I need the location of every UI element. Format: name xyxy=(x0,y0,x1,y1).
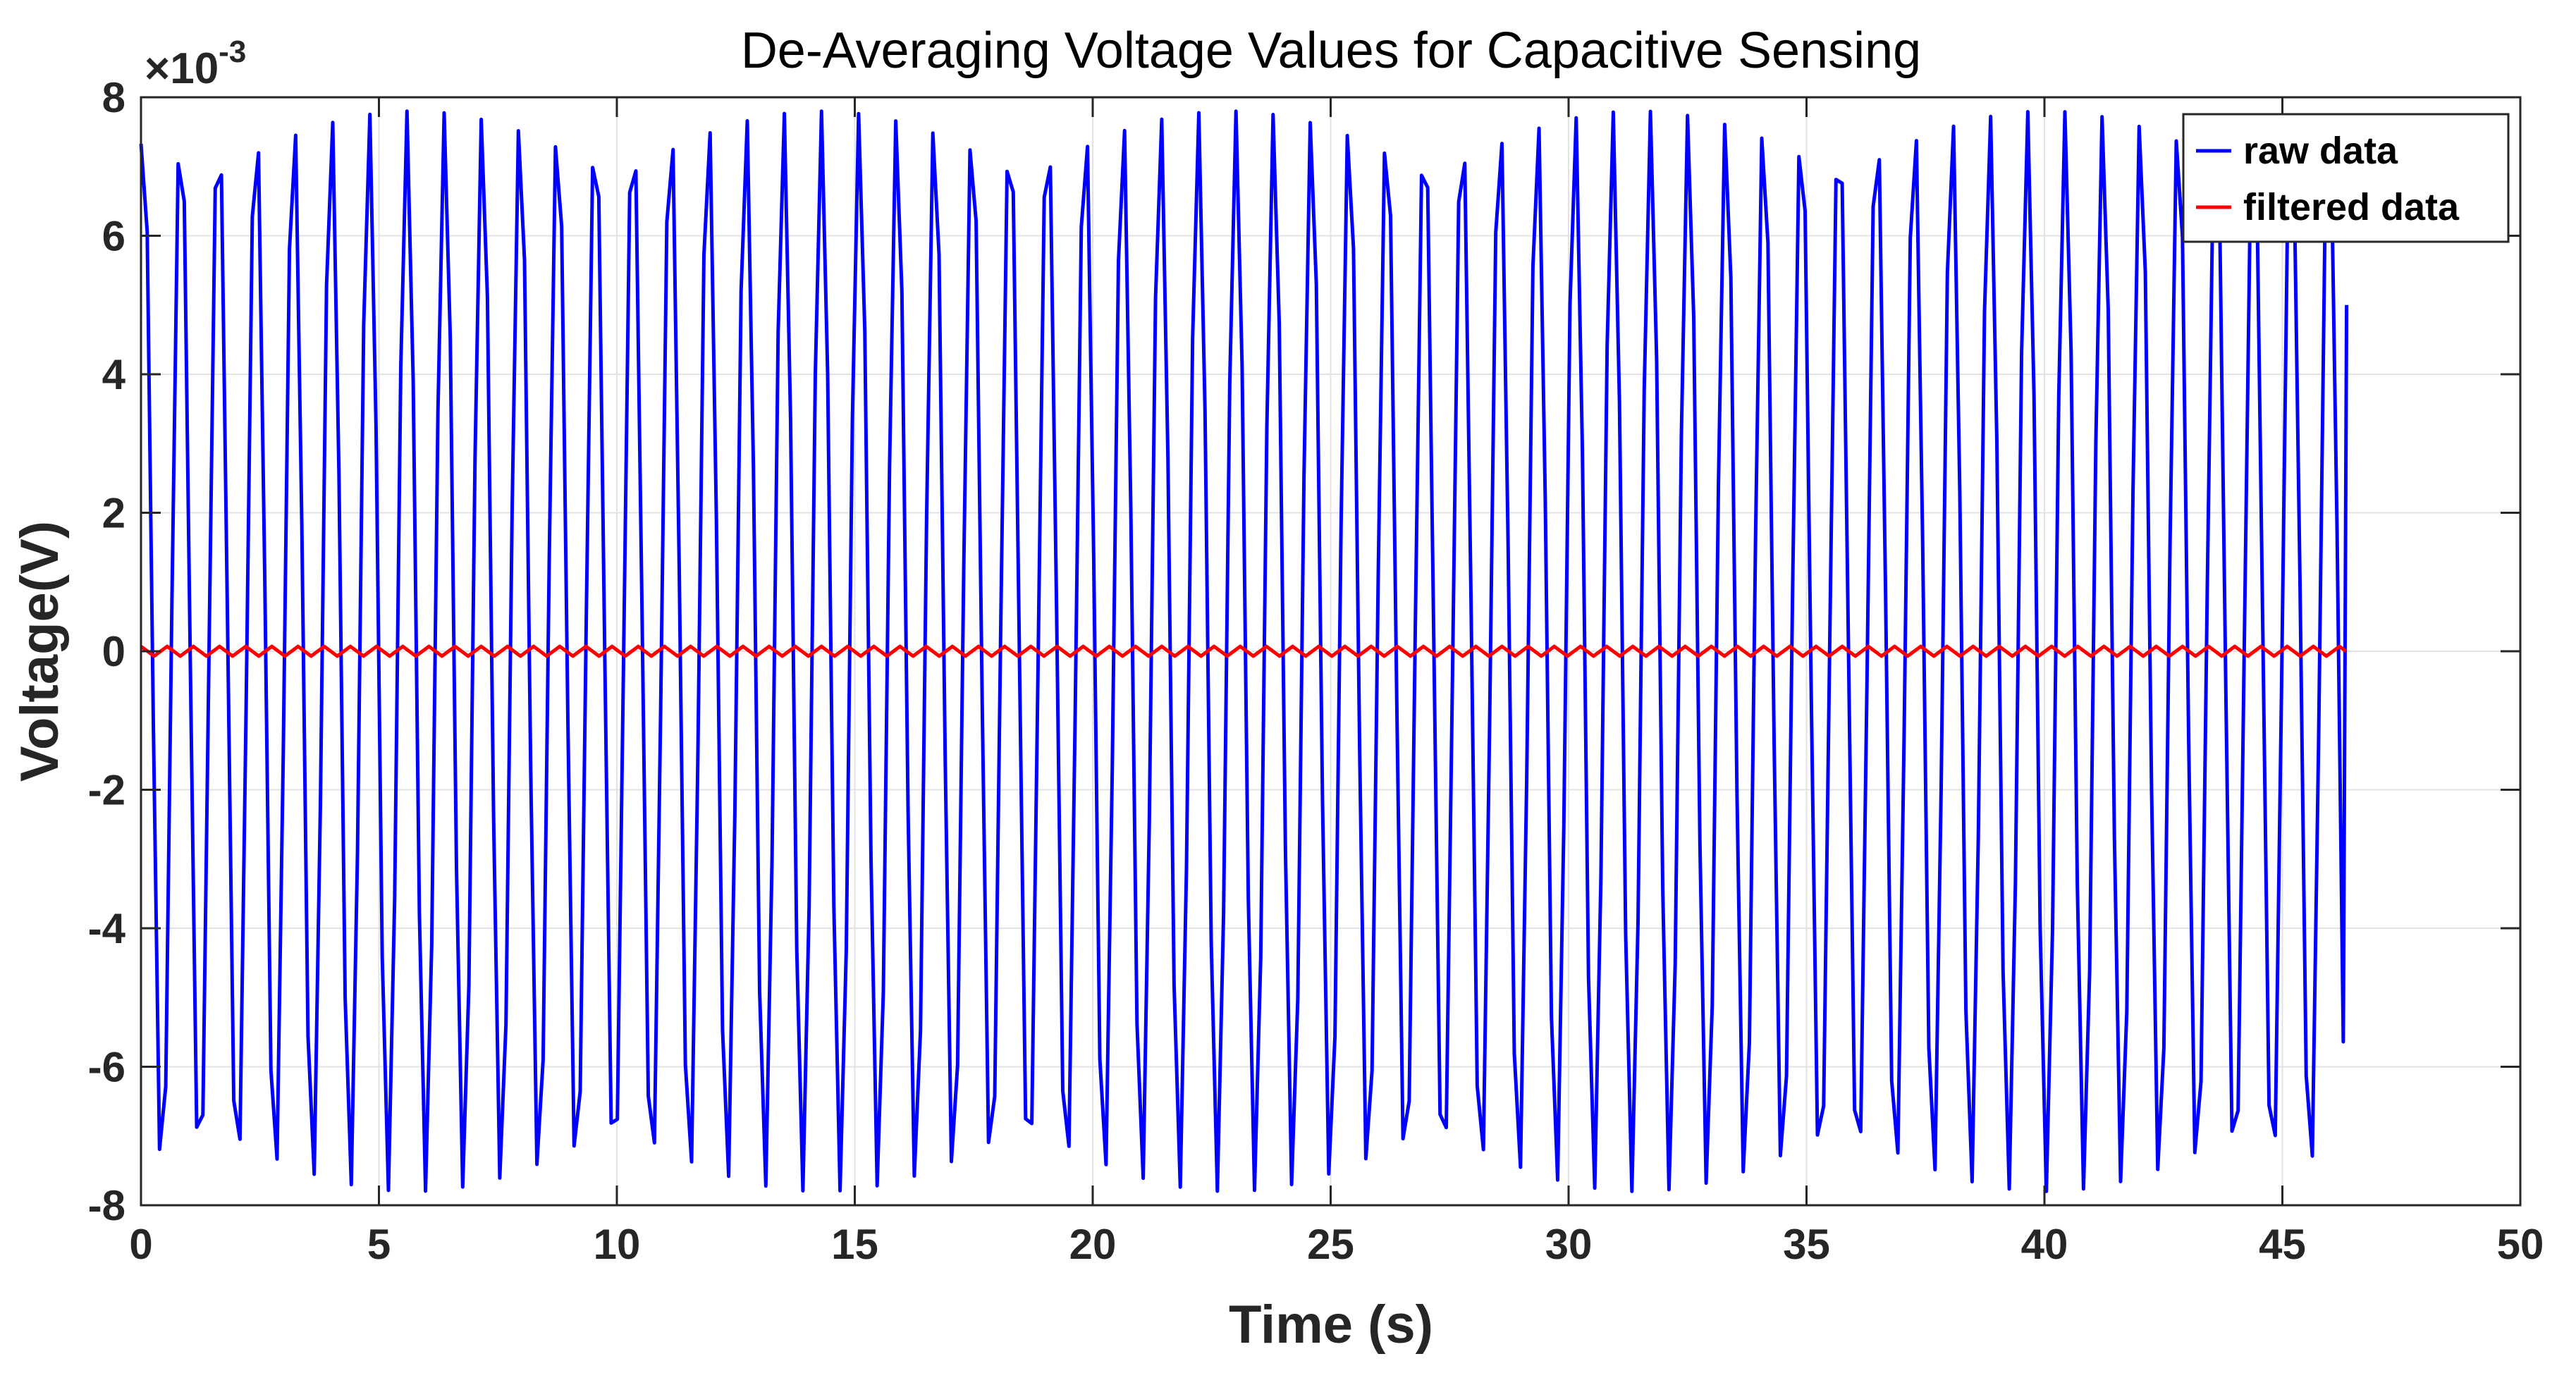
y-tick-label: 0 xyxy=(102,628,125,675)
series-group xyxy=(139,109,2349,1193)
legend-box xyxy=(2182,113,2510,243)
y-tick-label: 4 xyxy=(102,351,126,398)
x-tick-label: 5 xyxy=(367,1221,391,1268)
legend: raw data filtered data xyxy=(2182,113,2510,243)
y-tick-label: 8 xyxy=(102,74,125,121)
x-axis-label: Time (s) xyxy=(1229,1295,1433,1355)
y-tick-label: 2 xyxy=(102,490,125,537)
y-axis-label: Voltage(V) xyxy=(10,521,70,782)
x-tick-label: 35 xyxy=(1783,1221,1830,1268)
y-exponent-label: ×10-3 xyxy=(145,35,246,93)
y-tick-label: -2 xyxy=(88,767,125,814)
x-tick-label: 0 xyxy=(129,1221,152,1268)
x-tick-label: 45 xyxy=(2259,1221,2306,1268)
series-line-filtered-data xyxy=(140,644,2348,658)
chart-title: De-Averaging Voltage Values for Capaciti… xyxy=(741,23,1921,79)
ticks: 0 5 10 15 20 25 30 35 40 45 50 -8 -6 -4 -2 0 2 4 6 8 xyxy=(88,74,2544,1268)
x-tick-label: 30 xyxy=(1545,1221,1593,1268)
y-tick-label: -8 xyxy=(88,1182,125,1229)
x-tick-label: 25 xyxy=(1307,1221,1354,1268)
x-tick-label: 10 xyxy=(594,1221,641,1268)
legend-label-raw: raw data xyxy=(2243,130,2398,172)
y-tick-label: -6 xyxy=(88,1044,125,1091)
y-exponent-base: ×10 xyxy=(145,44,219,93)
x-tick-label: 40 xyxy=(2021,1221,2068,1268)
y-tick-label: 6 xyxy=(102,213,125,260)
legend-label-filtered: filtered data xyxy=(2243,186,2460,228)
series-line-raw-data xyxy=(139,109,2349,1193)
y-exponent-power: -3 xyxy=(219,35,246,69)
x-tick-label: 15 xyxy=(831,1221,878,1268)
x-tick-label: 20 xyxy=(1069,1221,1117,1268)
x-tick-label: 50 xyxy=(2497,1221,2544,1268)
y-tick-label: -4 xyxy=(88,905,126,952)
